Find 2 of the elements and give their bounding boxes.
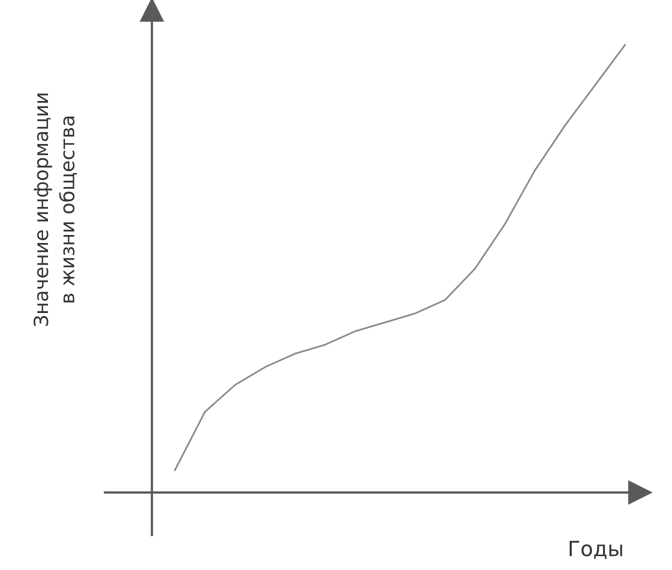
x-axis-title: Годы [570, 540, 622, 559]
y-axis-title: Значение информации в жизни общества [34, 94, 77, 326]
